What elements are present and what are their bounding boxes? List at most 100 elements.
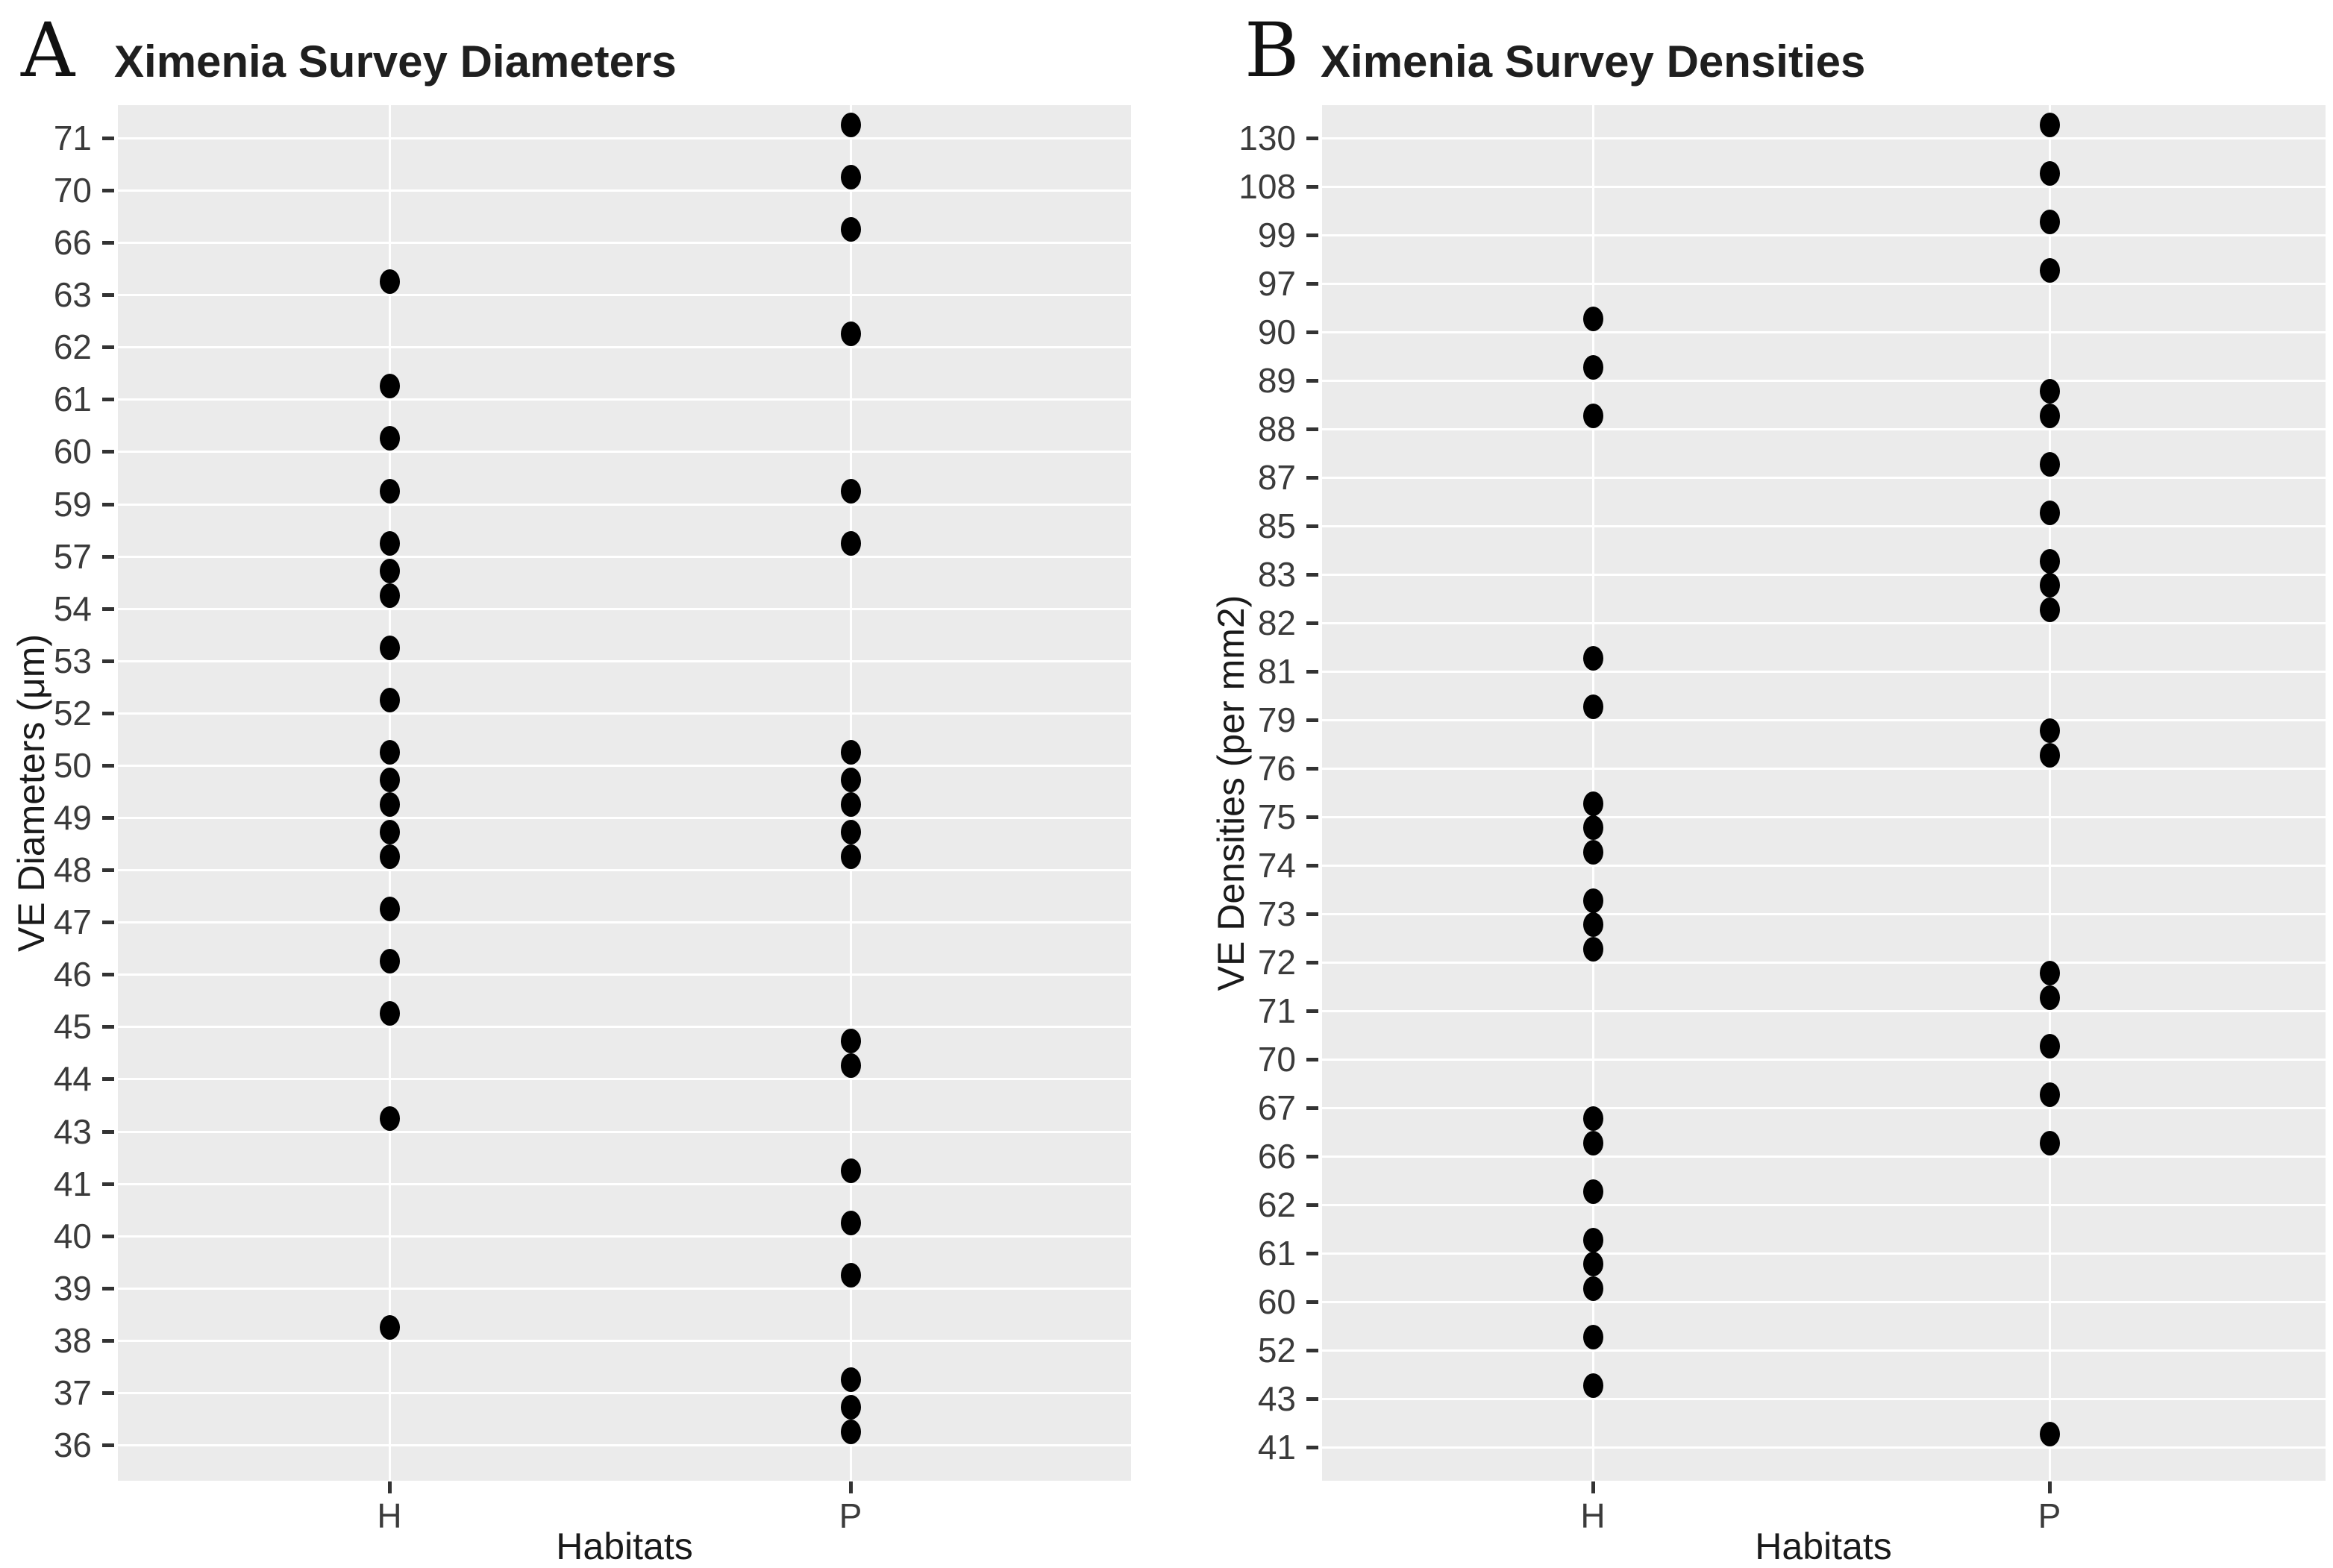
- data-point: [2040, 598, 2060, 622]
- y-tick-mark: [102, 1338, 114, 1343]
- y-tick-mark: [1306, 621, 1318, 625]
- data-point: [380, 374, 400, 399]
- h-gridline: [118, 555, 1131, 558]
- data-point: [2040, 258, 2060, 283]
- h-gridline: [118, 398, 1131, 401]
- y-tick-label: 53: [53, 641, 92, 680]
- data-point: [2040, 1082, 2060, 1107]
- h-gridline: [1322, 428, 2326, 430]
- data-point: [380, 1106, 400, 1131]
- y-tick-mark: [1306, 912, 1318, 916]
- h-gridline: [1322, 1349, 2326, 1352]
- y-tick-label: 74: [1257, 846, 1296, 885]
- x-tick-mark: [1591, 1481, 1595, 1493]
- y-tick-label: 40: [53, 1216, 92, 1255]
- data-point: [380, 897, 400, 922]
- y-tick-label: 76: [1257, 749, 1296, 788]
- h-gridline: [118, 294, 1131, 297]
- data-point: [380, 558, 400, 583]
- y-tick-mark: [1306, 1397, 1318, 1401]
- data-point: [2040, 549, 2060, 574]
- data-point: [1583, 355, 1603, 380]
- y-tick-label: 79: [1257, 700, 1296, 739]
- h-gridline: [118, 1078, 1131, 1081]
- h-gridline: [118, 921, 1131, 924]
- y-tick-label: 81: [1257, 652, 1296, 691]
- y-tick-mark: [102, 606, 114, 611]
- y-tick-label: 37: [53, 1373, 92, 1412]
- data-point: [2040, 379, 2060, 404]
- x-category-label-p: P: [2038, 1496, 2061, 1535]
- y-tick-label: 66: [1257, 1137, 1296, 1176]
- data-point: [2040, 1034, 2060, 1059]
- h-gridline: [1322, 719, 2326, 721]
- h-gridline: [1322, 1301, 2326, 1303]
- x-tick-mark: [2048, 1481, 2052, 1493]
- y-tick-mark: [1306, 379, 1318, 383]
- data-point: [841, 1210, 861, 1235]
- data-point: [841, 165, 861, 190]
- y-tick-mark: [102, 659, 114, 663]
- h-gridline: [1322, 283, 2326, 285]
- h-gridline: [1322, 622, 2326, 624]
- y-tick-mark: [102, 450, 114, 454]
- y-tick-mark: [1306, 330, 1318, 334]
- y-tick-label: 45: [53, 1007, 92, 1047]
- y-tick-label: 67: [1257, 1088, 1296, 1127]
- panel-a-y-axis-label: VE Diameters (μm): [10, 633, 52, 953]
- data-point: [841, 820, 861, 845]
- y-tick-label: 52: [1257, 1331, 1296, 1370]
- data-point: [1583, 791, 1603, 816]
- y-tick-label: 90: [1257, 313, 1296, 351]
- h-gridline: [118, 817, 1131, 820]
- data-point: [841, 792, 861, 818]
- y-tick-mark: [102, 293, 114, 298]
- panel-a-title: Ximenia Survey Diameters: [114, 37, 677, 87]
- panel-a-letter: A: [21, 7, 75, 94]
- y-tick-mark: [102, 189, 114, 193]
- y-tick-label: 71: [53, 119, 92, 157]
- h-gridline: [118, 346, 1131, 349]
- data-point: [2040, 961, 2060, 985]
- y-tick-label: 39: [53, 1268, 92, 1308]
- y-tick-mark: [1306, 1349, 1318, 1352]
- data-point: [2040, 452, 2060, 477]
- panel-b-x-axis-label: Habitats: [1755, 1525, 1892, 1567]
- h-gridline: [1322, 1204, 2326, 1206]
- h-gridline: [1322, 962, 2326, 964]
- h-gridline: [118, 1287, 1131, 1290]
- data-point: [380, 844, 400, 870]
- data-point: [1583, 1228, 1603, 1252]
- y-tick-label: 82: [1257, 603, 1296, 642]
- data-point: [2040, 743, 2060, 768]
- h-gridline: [1322, 186, 2326, 188]
- y-tick-label: 72: [1257, 943, 1296, 982]
- y-tick-label: 43: [53, 1111, 92, 1151]
- y-tick-label: 60: [53, 432, 92, 471]
- data-point: [380, 1001, 400, 1026]
- h-gridline: [118, 1444, 1131, 1446]
- data-point: [2040, 1422, 2060, 1446]
- data-point: [2040, 573, 2060, 598]
- y-tick-mark: [1306, 1155, 1318, 1158]
- data-point: [1583, 646, 1603, 671]
- y-tick-mark: [1306, 524, 1318, 528]
- h-gridline: [118, 712, 1131, 715]
- data-point: [841, 1158, 861, 1183]
- h-gridline: [1322, 768, 2326, 770]
- y-tick-mark: [102, 241, 114, 245]
- y-tick-mark: [1306, 670, 1318, 674]
- y-tick-mark: [102, 398, 114, 402]
- y-tick-mark: [102, 868, 114, 873]
- y-tick-mark: [102, 1025, 114, 1029]
- y-tick-mark: [102, 973, 114, 977]
- data-point: [841, 844, 861, 870]
- data-point: [841, 217, 861, 242]
- y-tick-mark: [102, 1286, 114, 1291]
- data-point: [841, 1367, 861, 1392]
- y-tick-label: 61: [53, 380, 92, 419]
- data-point: [2040, 1131, 2060, 1155]
- y-tick-label: 62: [53, 327, 92, 367]
- data-point: [2040, 210, 2060, 234]
- h-gridline: [118, 764, 1131, 767]
